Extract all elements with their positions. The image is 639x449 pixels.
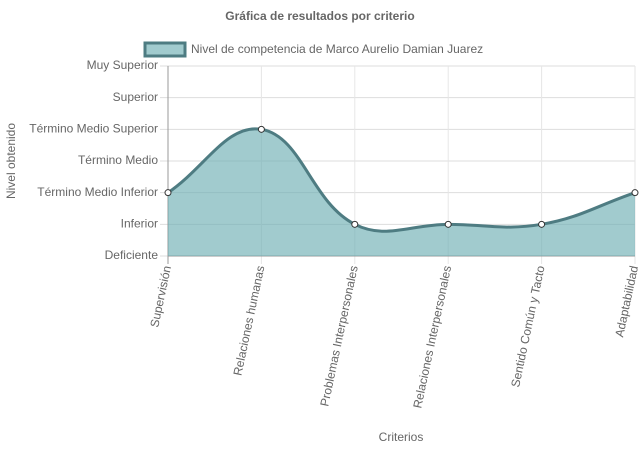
x-tick-label: Adaptabilidad — [612, 264, 639, 338]
x-tick-label: Relaciones humanas — [230, 264, 267, 377]
y-tick-label: Inferior — [121, 217, 158, 231]
area — [168, 128, 635, 256]
y-axis-title: Nivel obtenido — [4, 123, 18, 199]
point — [164, 189, 172, 197]
point — [351, 220, 359, 228]
point — [538, 220, 546, 228]
y-tick-label: Superior — [113, 90, 158, 104]
legend-label: Nivel de competencia de Marco Aurelio Da… — [191, 42, 483, 56]
chart-title: Gráfica de resultados por criterio — [225, 9, 414, 23]
point — [257, 125, 265, 133]
y-tick-label: Deficiente — [105, 248, 159, 262]
y-tick-label: Muy Superior — [87, 58, 158, 72]
line — [167, 127, 636, 233]
y-tick-label: Término Medio — [78, 153, 158, 167]
x-axis-title: Criterios — [379, 430, 424, 444]
x-tick-label: Supervisión — [147, 264, 174, 328]
point — [444, 220, 452, 228]
y-tick-label: Término Medio Inferior — [37, 185, 158, 199]
point — [631, 189, 639, 197]
legend-swatch — [143, 41, 187, 58]
x-tick-label: Sentido Común y Tacto — [508, 264, 548, 388]
y-tick-label: Término Medio Superior — [29, 122, 158, 136]
x-tick-label: Problemas Interpersonales — [317, 264, 361, 407]
x-tick-label: Relaciones Interpersonales — [410, 264, 454, 409]
